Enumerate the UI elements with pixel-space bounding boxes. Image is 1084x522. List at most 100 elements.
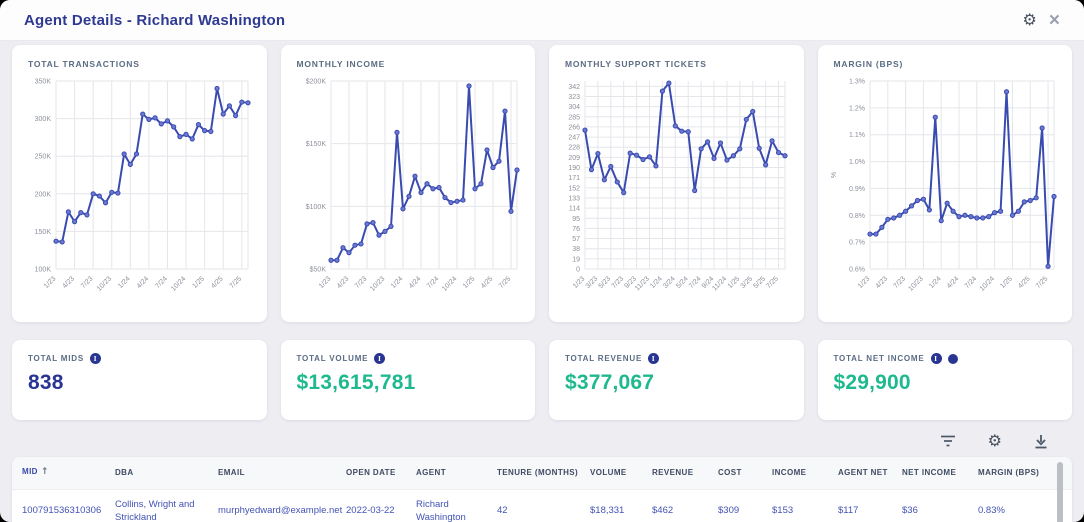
column-header-dba[interactable]: DBA [115, 468, 134, 477]
svg-text:4/23: 4/23 [61, 275, 76, 290]
gear-icon: ⚙ [987, 431, 1002, 450]
download-button[interactable] [1028, 432, 1054, 451]
kpi-label-row: TOTAL MIDS i [28, 353, 251, 364]
svg-text:5/24: 5/24 [675, 275, 690, 290]
column-header-net-income[interactable]: NET INCOME [902, 468, 957, 477]
svg-text:266: 266 [568, 124, 580, 131]
svg-text:7/24: 7/24 [688, 275, 703, 290]
charts-row: TOTAL TRANSACTIONS 100K 150K 200K 250K 300K 3… [0, 41, 1084, 322]
svg-text:7/23: 7/23 [611, 275, 626, 290]
column-header-revenue[interactable]: REVENUE [652, 468, 694, 477]
cell-tenure: 42 [497, 505, 508, 517]
svg-text:7/25: 7/25 [229, 275, 244, 290]
kpi-value: $377,067 [565, 371, 655, 394]
close-icon: × [1048, 9, 1060, 31]
window-header: Agent Details - Richard Washington ⚙ × [0, 0, 1084, 41]
svg-text:7/24: 7/24 [425, 275, 440, 290]
close-button[interactable]: × [1043, 9, 1066, 32]
svg-text:1.1%: 1.1% [849, 132, 865, 139]
svg-text:76: 76 [572, 226, 580, 233]
svg-text:1.0%: 1.0% [849, 159, 865, 166]
svg-text:10/23: 10/23 [907, 275, 924, 292]
total-mids-card: TOTAL MIDS i 838 [12, 340, 267, 420]
kpi-label-row: TOTAL REVENUE i [565, 353, 788, 364]
svg-text:10/23: 10/23 [369, 275, 386, 292]
margin-bps-chart[interactable]: 0.6% 0.7% 0.8% 0.9% 1.0% 1.1% 1.2% 1.3% 1/23 4/23… [828, 71, 1062, 311]
svg-text:200K: 200K [35, 191, 52, 198]
column-header-agent-net[interactable]: AGENT NET [838, 468, 888, 477]
svg-text:10/24: 10/24 [170, 275, 187, 292]
column-header-cost[interactable]: COST [718, 468, 742, 477]
svg-text:1/23: 1/23 [43, 275, 58, 290]
monthly-support-tickets-chart[interactable]: 0 19 38 57 76 95 114 133 152 171 190 209 228 247 266 28… [559, 71, 793, 311]
svg-text:228: 228 [568, 145, 580, 152]
svg-text:285: 285 [568, 114, 580, 121]
column-header-income[interactable]: INCOME [772, 468, 807, 477]
svg-text:7/25: 7/25 [765, 275, 780, 290]
kpi-label: TOTAL NET INCOME [833, 354, 925, 363]
info-icon[interactable]: i [374, 353, 386, 364]
cell-income: $153 [772, 505, 794, 517]
svg-text:19: 19 [572, 256, 580, 263]
chart-title: TOTAL TRANSACTIONS [28, 59, 140, 69]
column-header-margin-bps[interactable]: MARGIN (BPS) [978, 468, 1040, 477]
svg-text:209: 209 [568, 155, 580, 162]
svg-text:1.3%: 1.3% [849, 79, 865, 86]
column-header-volume[interactable]: VOLUME [590, 468, 627, 477]
column-header-open-date[interactable]: OPEN DATE [346, 468, 396, 477]
total-volume-card: TOTAL VOLUME i $13,615,781 [280, 340, 535, 420]
column-header-agent[interactable]: AGENT [416, 468, 446, 477]
column-header-email[interactable]: EMAIL [218, 468, 245, 477]
svg-text:1/24: 1/24 [389, 275, 404, 290]
kpi-value: 838 [28, 371, 64, 394]
monthly-income-chart[interactable]: $50K $100K $150K $200K 1/23 4/23 7/23 10/23 1/24… [291, 71, 525, 311]
svg-text:350K: 350K [35, 79, 52, 86]
table-row[interactable]: 100791536310306 Collins, Wright and Stri… [12, 490, 1072, 522]
kpi-value: $29,900 [833, 371, 911, 394]
column-header-mid[interactable]: MID ↑ [22, 467, 49, 478]
info-icon[interactable]: i [90, 353, 101, 364]
info-icon[interactable]: i [648, 353, 660, 364]
mid-table: MID ↑ DBA EMAIL OPEN DATE AGENT TENURE (M… [12, 457, 1072, 522]
svg-text:1/25: 1/25 [727, 275, 742, 290]
cell-agent: Richard Washington [416, 499, 466, 522]
total-net-income-card: TOTAL NET INCOME i $29,900 [817, 340, 1072, 420]
settings-button[interactable]: ⚙ [1017, 10, 1043, 30]
download-icon [1035, 434, 1047, 448]
svg-text:100K: 100K [35, 267, 52, 274]
column-header-tenure[interactable]: TENURE (MONTHS) [497, 468, 579, 477]
table-settings-button[interactable]: ⚙ [982, 431, 1008, 451]
svg-text:7/24: 7/24 [154, 275, 169, 290]
table-scrollbar[interactable] [1057, 462, 1063, 522]
svg-text:3/25: 3/25 [740, 275, 755, 290]
svg-text:342: 342 [568, 84, 580, 91]
svg-text:0: 0 [576, 267, 580, 274]
svg-text:171: 171 [568, 175, 580, 182]
svg-text:5/25: 5/25 [752, 275, 767, 290]
chart-title: MARGIN (BPS) [833, 59, 904, 69]
svg-text:247: 247 [568, 135, 580, 142]
kpi-value: $13,615,781 [296, 371, 416, 394]
dot-icon[interactable] [947, 353, 958, 364]
svg-text:1/23: 1/23 [856, 275, 871, 290]
svg-text:7/25: 7/25 [1034, 275, 1049, 290]
cell-email: murphyedward@example.net [218, 505, 343, 517]
svg-text:1/23: 1/23 [572, 275, 587, 290]
info-icon[interactable]: i [930, 353, 942, 364]
svg-text:7/24: 7/24 [963, 275, 978, 290]
svg-text:4/24: 4/24 [945, 275, 960, 290]
svg-text:1/23: 1/23 [317, 275, 332, 290]
svg-text:1/24: 1/24 [117, 275, 132, 290]
svg-text:38: 38 [572, 246, 580, 253]
svg-text:133: 133 [568, 195, 580, 202]
kpi-label: TOTAL REVENUE [565, 354, 643, 363]
sort-asc-icon: ↑ [40, 467, 49, 478]
filter-button[interactable] [934, 432, 962, 450]
cell-net-income: $36 [902, 505, 918, 517]
svg-text:3/23: 3/23 [585, 275, 600, 290]
margin-bps-card: MARGIN (BPS) 0.6% 0.7% 0.8% 0.9% 1.0% 1.1% 1.2… [817, 45, 1072, 322]
kpi-label-row: TOTAL VOLUME i [297, 353, 520, 364]
svg-text:10/24: 10/24 [441, 275, 458, 292]
